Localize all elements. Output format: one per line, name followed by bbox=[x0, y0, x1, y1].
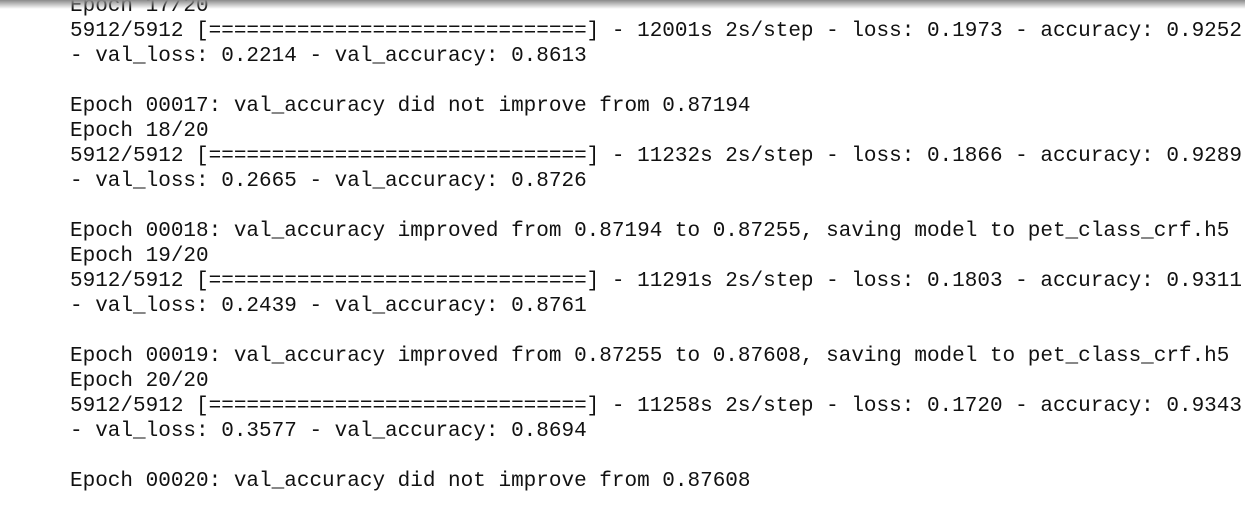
output-block: Epoch 00017: val_accuracy did not improv… bbox=[70, 94, 1245, 194]
output-line: Epoch 00018: val_accuracy improved from … bbox=[70, 220, 1230, 243]
output-line: 5912/5912 [=============================… bbox=[70, 20, 1242, 43]
output-block: Epoch 00020: val_accuracy did not improv… bbox=[70, 469, 1245, 494]
output-line: Epoch 20/20 bbox=[70, 370, 209, 393]
output-line: - val_loss: 0.2214 - val_accuracy: 0.861… bbox=[70, 45, 587, 68]
output-line: - val_loss: 0.2665 - val_accuracy: 0.872… bbox=[70, 170, 587, 193]
output-line: 5912/5912 [=============================… bbox=[70, 145, 1242, 168]
output-line: Epoch 00017: val_accuracy did not improv… bbox=[70, 95, 751, 118]
terminal-output: Epoch 17/20 5912/5912 [==================… bbox=[70, 0, 1245, 519]
output-block: Epoch 00019: val_accuracy improved from … bbox=[70, 344, 1245, 444]
output-line: 5912/5912 [=============================… bbox=[70, 395, 1242, 418]
terminal-screenshot: {"output": {"blocks": [ ["Epoch 17/20", … bbox=[0, 0, 1245, 493]
output-line: 5912/5912 [=============================… bbox=[70, 270, 1242, 293]
output-line: Epoch 00020: val_accuracy did not improv… bbox=[70, 470, 751, 493]
output-block: Epoch 17/20 5912/5912 [==================… bbox=[70, 0, 1245, 69]
output-line: Epoch 19/20 bbox=[70, 245, 209, 268]
output-line: Epoch 18/20 bbox=[70, 120, 209, 143]
output-line: - val_loss: 0.2439 - val_accuracy: 0.876… bbox=[70, 295, 587, 318]
output-line: Epoch 00019: val_accuracy improved from … bbox=[70, 345, 1230, 368]
top-shadow bbox=[0, 0, 1245, 9]
output-block: Epoch 00018: val_accuracy improved from … bbox=[70, 219, 1245, 319]
output-line: - val_loss: 0.3577 - val_accuracy: 0.869… bbox=[70, 420, 587, 443]
